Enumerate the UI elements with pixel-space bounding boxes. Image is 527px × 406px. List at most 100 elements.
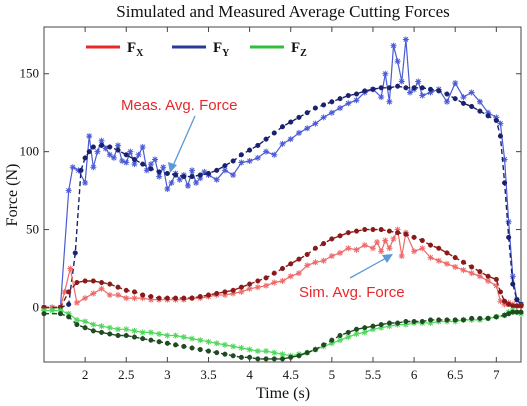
data-point-fz-simulated <box>493 314 499 320</box>
data-point-fz-simulated <box>156 339 162 345</box>
data-point-fy-measured <box>127 148 134 155</box>
data-point-fx-measured <box>230 290 237 297</box>
data-point-fx-measured <box>98 285 105 292</box>
data-point-fz-simulated <box>329 337 335 343</box>
data-point-fz-simulated <box>99 329 105 335</box>
data-point-fy-measured <box>328 109 335 116</box>
data-point-fx-measured <box>279 277 286 284</box>
data-point-fx-simulated <box>411 234 417 240</box>
data-point-fy-measured <box>485 109 492 116</box>
data-point-fz-simulated <box>197 346 203 353</box>
data-point-fx-measured <box>378 248 385 255</box>
data-point-fy-simulated <box>506 234 512 240</box>
data-point-fz-simulated <box>386 320 392 326</box>
data-point-fy-measured <box>312 120 319 127</box>
data-point-fy-measured <box>176 176 183 183</box>
data-point-fx-measured <box>123 295 130 302</box>
data-point-fz-simulated <box>436 317 442 323</box>
x-tick-label: 2 <box>82 367 89 382</box>
data-point-fx-measured <box>485 277 492 284</box>
legend: FX FY FZ <box>86 40 307 59</box>
annotation-meas-arrow-shaft <box>171 115 196 169</box>
data-point-fx-simulated <box>502 298 508 304</box>
data-point-fy-simulated <box>353 91 360 97</box>
data-point-fy-measured <box>353 97 360 104</box>
data-point-fy-simulated <box>82 155 88 161</box>
data-point-fz-simulated <box>115 332 121 339</box>
data-point-fy-simulated <box>90 144 96 150</box>
data-point-fy-measured <box>152 156 159 163</box>
data-point-fy-simulated <box>395 83 401 89</box>
data-point-fz-simulated <box>181 343 187 349</box>
legend-label-fx: FX <box>127 40 144 59</box>
data-point-fz-simulated <box>41 311 47 317</box>
data-point-fy-simulated <box>452 96 458 102</box>
data-point-fz-simulated <box>312 346 318 353</box>
data-point-fy-measured <box>123 159 130 166</box>
data-point-fy-measured <box>493 114 500 121</box>
data-point-fx-simulated <box>107 281 113 287</box>
data-point-fz-measured <box>328 340 335 347</box>
data-point-fz-measured <box>271 349 278 356</box>
data-point-fz-measured <box>337 337 344 344</box>
annotation-sim-arrow-head <box>382 254 393 263</box>
data-point-fx-measured <box>427 254 434 261</box>
data-point-fx-measured <box>106 292 113 298</box>
data-point-fz-simulated <box>469 315 475 321</box>
data-point-fz-simulated <box>222 351 228 357</box>
data-point-fz-simulated <box>255 356 261 362</box>
data-point-fy-simulated <box>205 170 212 177</box>
data-point-fz-simulated <box>189 345 195 351</box>
data-point-fy-measured <box>143 167 150 174</box>
data-point-fx-simulated <box>255 278 261 284</box>
data-point-fx-simulated <box>82 278 88 284</box>
data-point-fx-measured <box>61 288 68 295</box>
data-point-fy-measured <box>156 173 163 180</box>
data-point-fy-measured <box>230 172 237 179</box>
data-point-fz-simulated <box>148 337 154 343</box>
data-point-fy-measured <box>304 125 311 132</box>
annotation-meas-arrow-head <box>168 162 177 173</box>
data-point-fy-simulated <box>477 108 483 114</box>
data-point-fx-simulated <box>66 289 72 295</box>
data-point-fy-simulated <box>378 85 384 91</box>
data-point-fz-simulated <box>345 329 351 335</box>
data-point-fx-measured <box>452 263 459 270</box>
data-point-fz-simulated <box>214 350 220 356</box>
legend-label-fy: FY <box>213 40 230 59</box>
data-point-fz-simulated <box>107 331 113 337</box>
data-point-fy-simulated <box>271 130 277 136</box>
x-tick-label: 5 <box>329 367 336 382</box>
data-point-fy-measured <box>164 186 171 193</box>
data-point-fz-measured <box>378 324 385 331</box>
data-point-fx-simulated <box>460 259 466 265</box>
data-point-fx-simulated <box>263 275 269 281</box>
data-point-fy-measured <box>98 137 105 144</box>
data-point-fz-simulated <box>66 314 72 320</box>
data-point-fy-measured <box>246 158 253 164</box>
data-point-fx-simulated <box>353 228 360 234</box>
data-point-fz-measured <box>221 341 228 348</box>
data-point-fy-simulated <box>296 114 302 120</box>
data-point-fy-measured <box>86 133 93 140</box>
data-point-fy-simulated <box>304 110 310 116</box>
data-point-fy-simulated <box>329 99 335 105</box>
data-point-fy-measured <box>110 154 117 161</box>
data-point-fy-measured <box>193 179 200 186</box>
data-point-fx-measured <box>337 249 344 256</box>
data-point-fx-measured <box>493 282 500 289</box>
data-point-fz-simulated <box>403 318 409 325</box>
data-point-fz-simulated <box>411 318 417 325</box>
data-point-fy-measured <box>279 140 286 147</box>
data-point-fx-simulated <box>436 245 442 251</box>
data-point-fz-simulated <box>230 353 236 359</box>
data-point-fz-simulated <box>419 318 425 325</box>
data-point-fz-measured <box>230 343 237 350</box>
data-point-fx-simulated <box>99 279 105 286</box>
data-point-fy-measured <box>263 148 270 155</box>
data-point-fx-measured <box>90 290 97 297</box>
data-point-fz-simulated <box>123 332 129 339</box>
data-point-fz-simulated <box>263 356 269 362</box>
data-point-fy-simulated <box>86 149 92 155</box>
